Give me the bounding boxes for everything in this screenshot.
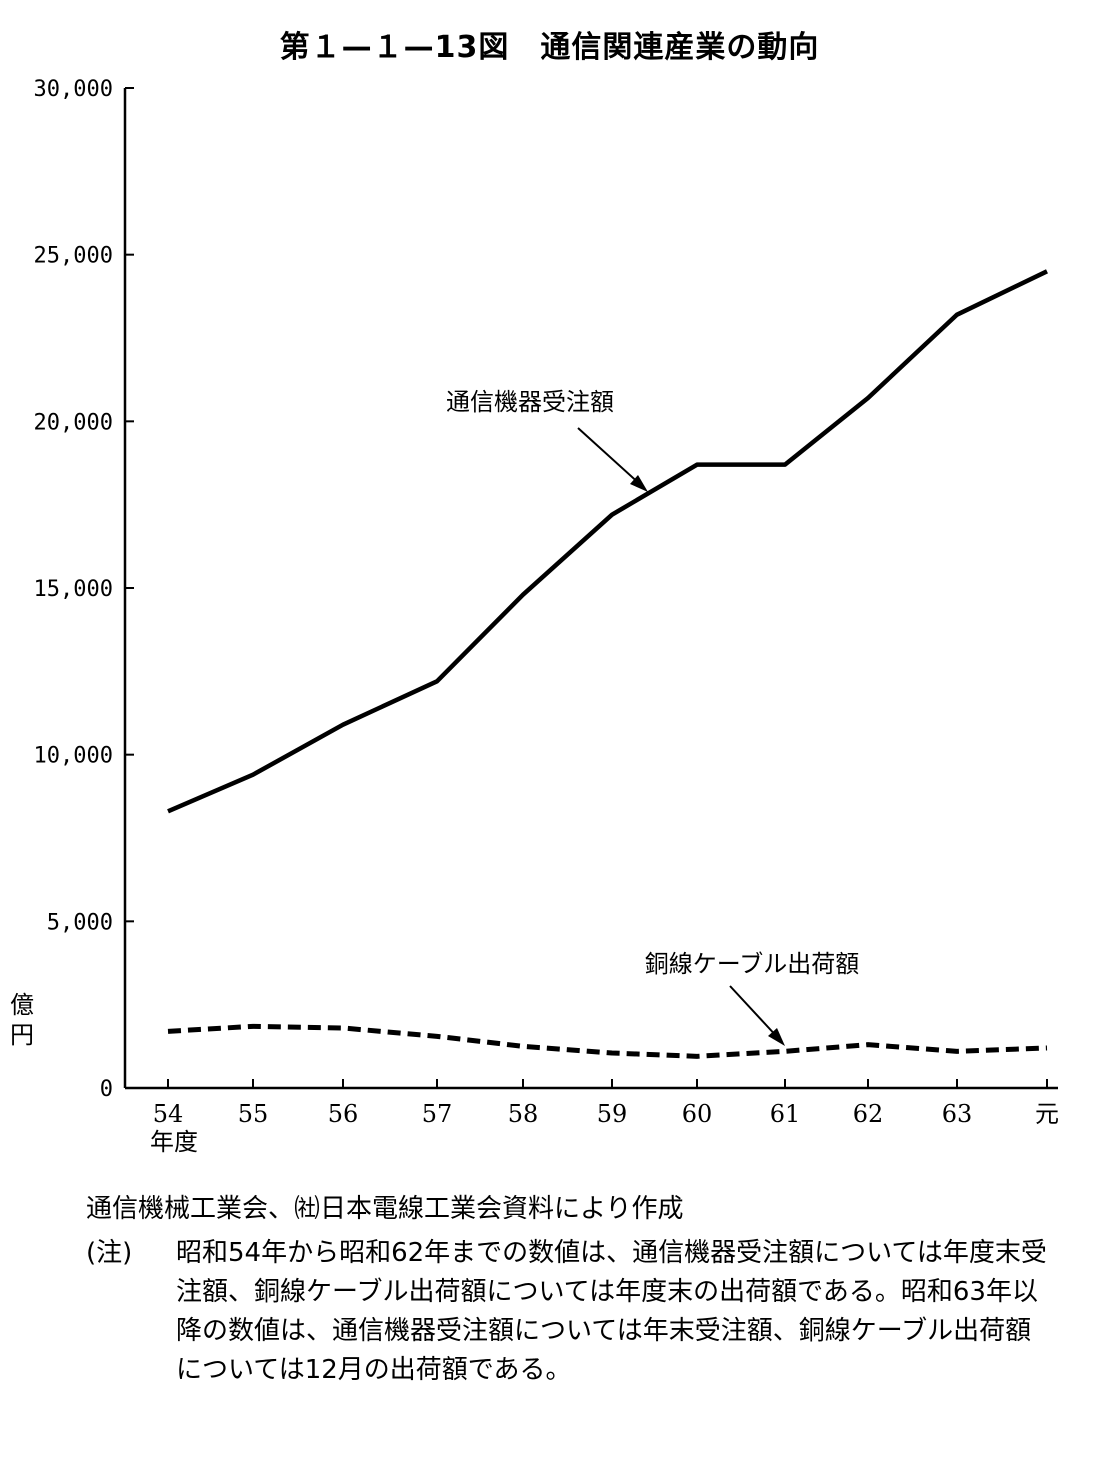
x-tick-label: 60 xyxy=(682,1100,713,1128)
x-tick-label: 元 xyxy=(1035,1100,1059,1128)
x-axis-unit: 年度 xyxy=(150,1128,198,1156)
source-text: 通信機械工業会、㈳日本電線工業会資料により作成 xyxy=(86,1194,684,1224)
y-tick-label: 30,000 xyxy=(34,77,113,102)
y-axis-unit: 億円 xyxy=(10,991,34,1049)
chart-title: 第１—１—13図 通信関連産業の動向 xyxy=(279,30,820,65)
y-axis-ticks: 0 5,000 10,000 15,000 20,000 25,000 30,000 xyxy=(34,77,134,1102)
annotation-arrow-2 xyxy=(729,985,781,1041)
y-tick-label: 5,000 xyxy=(47,910,113,935)
y-tick-label: 0 xyxy=(100,1077,113,1102)
series-line-2 xyxy=(167,1023,1048,1059)
annotation-arrow-1 xyxy=(577,427,643,487)
y-tick-label: 15,000 xyxy=(34,577,113,602)
axes xyxy=(123,88,1058,1090)
x-tick-label: 61 xyxy=(770,1100,801,1128)
annotation-arrowhead-2 xyxy=(768,1028,785,1046)
y-tick-label: 20,000 xyxy=(34,410,113,435)
note: (注) 昭和54年から昭和62年までの数値は、通信機器受注額については年度末受注… xyxy=(86,1234,1056,1390)
series-lines xyxy=(167,269,1048,1059)
annotation-label-1: 通信機器受注額 xyxy=(446,388,614,416)
x-axis-ticks: 54 55 56 57 58 59 60 61 62 63 元 xyxy=(153,1079,1059,1128)
x-tick-label: 54 xyxy=(153,1100,184,1128)
y-tick-label: 10,000 xyxy=(34,744,113,769)
x-tick-label: 55 xyxy=(238,1100,269,1128)
note-text: 昭和54年から昭和62年までの数値は、通信機器受注額については年度末受注額、銅線… xyxy=(176,1238,1047,1385)
x-tick-label: 56 xyxy=(328,1100,359,1128)
note-label: (注) xyxy=(86,1238,133,1268)
annotation-arrowhead-1 xyxy=(630,475,648,492)
x-tick-label: 57 xyxy=(422,1100,453,1128)
x-tick-label: 63 xyxy=(942,1100,973,1128)
annotation-label-2: 銅線ケーブル出荷額 xyxy=(645,950,860,978)
y-tick-label: 25,000 xyxy=(34,244,113,269)
x-tick-label: 59 xyxy=(597,1100,628,1128)
x-tick-label: 62 xyxy=(853,1100,884,1128)
series-line-1 xyxy=(167,269,1048,814)
x-tick-label: 58 xyxy=(508,1100,539,1128)
